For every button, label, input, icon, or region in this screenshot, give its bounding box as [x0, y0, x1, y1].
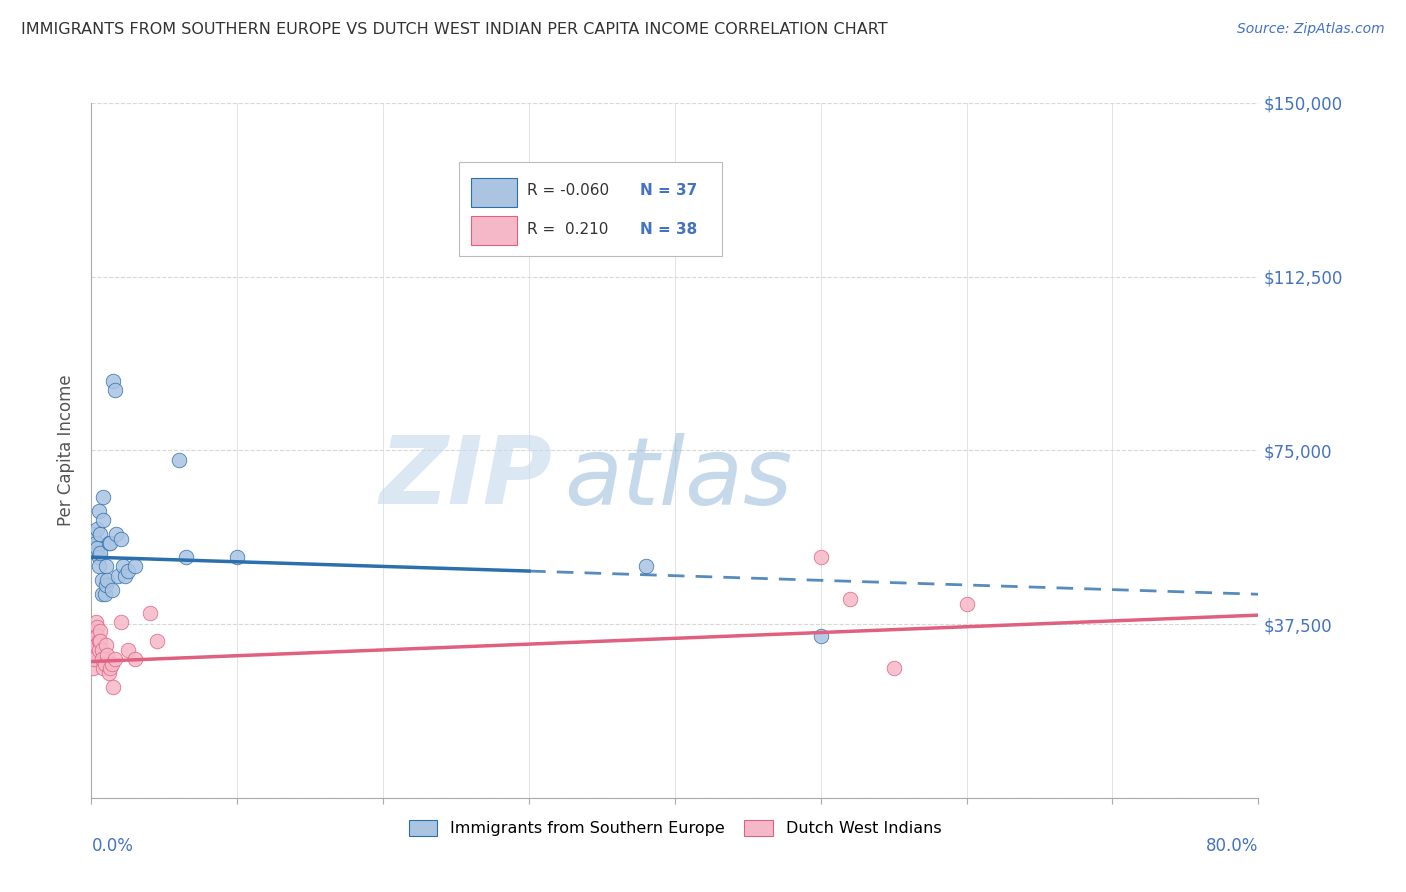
- Point: [82, 661, 104, 675]
- Point: [838, 591, 860, 606]
- Point: [105, 527, 128, 541]
- Point: [117, 564, 139, 578]
- Point: [103, 680, 125, 694]
- FancyBboxPatch shape: [471, 178, 517, 207]
- Point: [93, 657, 115, 671]
- Point: [91, 661, 114, 675]
- Point: [146, 633, 169, 648]
- Point: [87, 550, 110, 565]
- Point: [138, 606, 162, 620]
- Point: [94, 578, 117, 592]
- Point: [84, 638, 107, 652]
- Point: [98, 661, 121, 675]
- Point: [86, 541, 108, 555]
- Point: [82, 648, 104, 662]
- Point: [86, 620, 108, 634]
- Point: [84, 624, 107, 639]
- Point: [82, 652, 104, 666]
- Point: [114, 568, 136, 582]
- Point: [90, 643, 112, 657]
- Point: [91, 490, 114, 504]
- Point: [87, 633, 110, 648]
- Point: [84, 615, 107, 629]
- Point: [84, 536, 107, 550]
- Point: [104, 652, 127, 666]
- FancyBboxPatch shape: [458, 161, 721, 256]
- Text: 0.0%: 0.0%: [91, 837, 134, 855]
- Point: [87, 504, 110, 518]
- Text: N = 38: N = 38: [640, 222, 697, 236]
- Text: ZIP: ZIP: [380, 433, 553, 524]
- Point: [634, 559, 657, 574]
- Point: [96, 574, 118, 588]
- Legend: Immigrants from Southern Europe, Dutch West Indians: Immigrants from Southern Europe, Dutch W…: [402, 814, 948, 843]
- Text: 80.0%: 80.0%: [1206, 837, 1258, 855]
- Point: [96, 648, 118, 662]
- Point: [90, 587, 112, 601]
- Text: N = 37: N = 37: [640, 184, 697, 198]
- Y-axis label: Per Capita Income: Per Capita Income: [58, 375, 76, 526]
- Point: [83, 652, 105, 666]
- Point: [94, 559, 117, 574]
- Point: [90, 652, 112, 666]
- Point: [94, 638, 117, 652]
- Text: R = -0.060: R = -0.060: [527, 184, 609, 198]
- Point: [97, 536, 120, 550]
- Point: [82, 527, 104, 541]
- Point: [117, 643, 139, 657]
- Text: R =  0.210: R = 0.210: [527, 222, 607, 236]
- Point: [87, 643, 110, 657]
- Point: [86, 629, 108, 643]
- Point: [883, 661, 905, 675]
- Point: [97, 666, 120, 681]
- Point: [103, 374, 125, 388]
- Point: [112, 559, 135, 574]
- Point: [83, 541, 105, 555]
- Point: [87, 559, 110, 574]
- Text: IMMIGRANTS FROM SOUTHERN EUROPE VS DUTCH WEST INDIAN PER CAPITA INCOME CORRELATI: IMMIGRANTS FROM SOUTHERN EUROPE VS DUTCH…: [21, 22, 887, 37]
- Point: [124, 652, 146, 666]
- Point: [84, 545, 107, 559]
- Point: [174, 550, 197, 565]
- FancyBboxPatch shape: [471, 216, 517, 245]
- Point: [89, 633, 111, 648]
- Point: [956, 597, 979, 611]
- Point: [810, 629, 832, 643]
- Point: [83, 629, 105, 643]
- Point: [89, 624, 111, 639]
- Point: [101, 657, 124, 671]
- Point: [167, 452, 190, 467]
- Point: [90, 574, 112, 588]
- Point: [93, 587, 115, 601]
- Point: [101, 582, 124, 597]
- Point: [83, 633, 105, 648]
- Point: [83, 532, 105, 546]
- Point: [810, 550, 832, 565]
- Point: [91, 513, 114, 527]
- Point: [110, 615, 132, 629]
- Point: [107, 568, 129, 582]
- Point: [226, 550, 249, 565]
- Point: [110, 532, 132, 546]
- Point: [82, 643, 104, 657]
- Point: [98, 536, 121, 550]
- Point: [86, 522, 108, 536]
- Text: atlas: atlas: [564, 433, 792, 524]
- Point: [82, 638, 104, 652]
- Point: [124, 559, 146, 574]
- Point: [83, 643, 105, 657]
- Point: [104, 383, 127, 397]
- Text: Source: ZipAtlas.com: Source: ZipAtlas.com: [1237, 22, 1385, 37]
- Point: [89, 545, 111, 559]
- Point: [89, 527, 111, 541]
